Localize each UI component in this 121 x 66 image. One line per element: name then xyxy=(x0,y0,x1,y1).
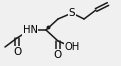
Text: O: O xyxy=(13,47,21,57)
Text: HN: HN xyxy=(23,25,38,35)
Text: O: O xyxy=(54,50,62,60)
Text: S: S xyxy=(69,8,75,18)
Text: OH: OH xyxy=(64,42,80,52)
